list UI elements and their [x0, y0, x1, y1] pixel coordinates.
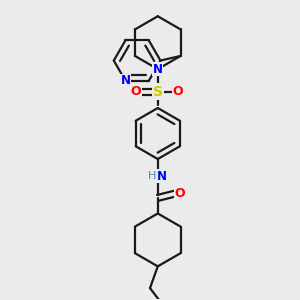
Text: O: O [174, 187, 185, 200]
Text: O: O [173, 85, 183, 98]
Text: N: N [153, 63, 163, 76]
Text: N: N [121, 74, 130, 87]
Text: N: N [157, 169, 166, 183]
Text: S: S [153, 85, 163, 98]
Text: O: O [131, 85, 141, 98]
Text: H: H [148, 171, 156, 181]
